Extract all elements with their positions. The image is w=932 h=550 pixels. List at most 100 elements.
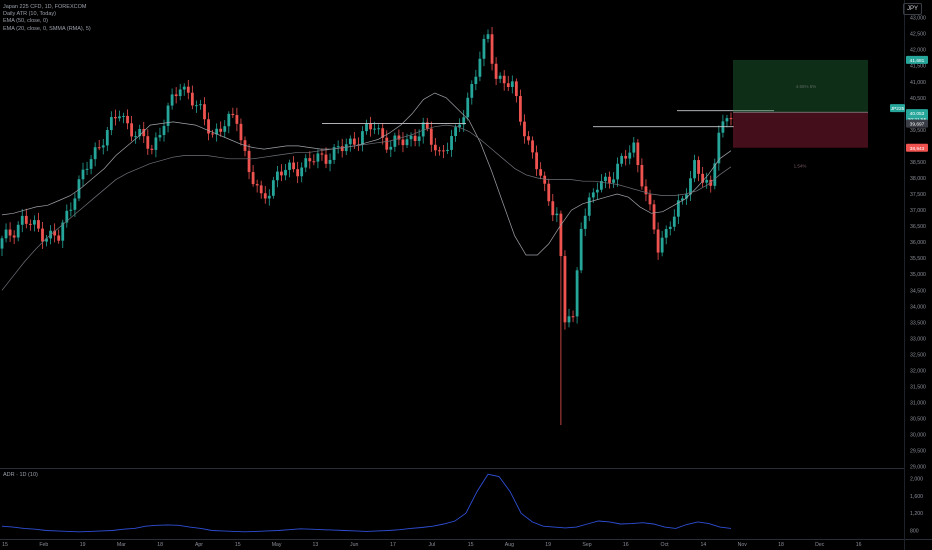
candle-body xyxy=(28,223,32,225)
time-tick-label: 15 xyxy=(235,542,241,548)
candle-body xyxy=(138,128,142,137)
legend-ema-20[interactable]: EMA (20, close, 0, SMMA (RMA), 5) xyxy=(3,25,91,32)
candle-body xyxy=(417,136,421,141)
candle-body xyxy=(498,75,502,79)
candle-body xyxy=(211,133,214,135)
time-tick-label: 18 xyxy=(157,542,163,548)
candle-body xyxy=(348,138,352,145)
price-tick-label: 36,000 xyxy=(910,240,926,246)
candle-body xyxy=(304,158,308,168)
candle-body xyxy=(215,128,219,135)
time-tick-label: 18 xyxy=(778,542,784,548)
candle-body xyxy=(640,165,644,187)
candle-body xyxy=(122,115,125,117)
target-zone xyxy=(733,59,868,113)
candle-body xyxy=(689,178,692,195)
candle-body xyxy=(583,215,587,229)
candle-body xyxy=(474,76,478,85)
chart-legend: Japan 225 CFD, 1D, FOREXCOM Daily ATR (1… xyxy=(3,4,91,33)
candle-body xyxy=(332,147,336,160)
candle-body xyxy=(563,256,567,323)
price-tick-label: 30,000 xyxy=(910,433,926,439)
candle-body xyxy=(644,186,648,195)
candle-body xyxy=(600,181,603,190)
price-tick-label: 43,000 xyxy=(910,16,926,22)
candle-body xyxy=(251,172,255,185)
candle-body xyxy=(288,162,291,170)
candle-body xyxy=(624,155,628,159)
candle-body xyxy=(373,128,376,130)
candle-body xyxy=(531,140,534,153)
candle-body xyxy=(65,210,69,223)
time-tick-label: Apr xyxy=(195,542,203,548)
candle-body xyxy=(280,171,283,176)
price-tick-label: 31,000 xyxy=(910,401,926,407)
candle-body xyxy=(227,113,231,127)
candle-body xyxy=(502,75,506,84)
time-tick-label: 15 xyxy=(468,542,474,548)
candle-body xyxy=(77,179,81,199)
candle-body xyxy=(616,163,619,180)
candle-body xyxy=(89,159,93,169)
candle-body xyxy=(652,204,656,230)
candle-body xyxy=(239,123,243,141)
time-tick-label: 16 xyxy=(623,542,629,548)
adr-tick-label: 1,600 xyxy=(910,494,923,500)
candle-body xyxy=(296,169,300,177)
candle-body xyxy=(57,235,61,241)
candle-body xyxy=(33,220,36,225)
price-tick-label: 42,500 xyxy=(910,32,926,38)
adr-line xyxy=(1,473,732,533)
candle-body xyxy=(438,150,441,152)
price-tag-bg xyxy=(890,104,905,113)
candle-body xyxy=(664,229,668,238)
candle-body xyxy=(450,136,453,150)
legend-ema-50[interactable]: EMA (50, close, 0) xyxy=(3,18,48,25)
price-tick-label: 33,000 xyxy=(910,336,926,342)
legend-symbol[interactable]: Japan 225 CFD, 1D, FOREXCOM xyxy=(3,4,87,10)
time-tick-label: Mar xyxy=(117,542,126,548)
candle-body xyxy=(203,104,206,120)
price-tag-label: JP225 xyxy=(891,106,905,112)
candle-body xyxy=(8,229,12,236)
candle-body xyxy=(231,113,235,116)
price-tick-label: 34,500 xyxy=(910,288,926,294)
candle-body xyxy=(69,209,73,211)
candle-body xyxy=(284,169,287,176)
candle-body xyxy=(519,96,522,122)
ema-fast-line xyxy=(1,92,732,256)
price-tick-label: 41,000 xyxy=(910,80,926,86)
price-tick-label: 35,500 xyxy=(910,256,926,262)
candle-body xyxy=(316,153,320,162)
candle-body xyxy=(385,137,389,150)
candle-body xyxy=(401,139,405,146)
candle-body xyxy=(235,115,239,124)
candle-body xyxy=(405,139,409,146)
price-tag-label: 40,053 xyxy=(910,111,925,117)
candle-body xyxy=(53,230,57,236)
price-tick-label: 29,500 xyxy=(910,449,926,455)
legend-atr[interactable]: Daily ATR (10, Today) xyxy=(3,11,56,18)
currency-button[interactable]: JPY xyxy=(903,3,922,15)
candle-body xyxy=(142,128,146,137)
candle-body xyxy=(442,150,445,152)
price-tick-label: 29,000 xyxy=(910,465,926,471)
candle-body xyxy=(12,235,16,238)
candle-body xyxy=(81,169,85,180)
candle-body xyxy=(263,193,267,199)
stop-label: 1.54% xyxy=(794,164,807,169)
candle-body xyxy=(130,123,133,137)
indicator-title[interactable]: ADR · 1D (10) xyxy=(3,472,38,478)
candle-body xyxy=(490,34,494,64)
candle-body xyxy=(717,132,721,164)
price-tag-label: 38,943 xyxy=(910,146,925,152)
candle-body xyxy=(182,86,186,90)
price-tag-label: 41,681 xyxy=(910,58,925,64)
time-tick-label: 14 xyxy=(701,542,707,548)
candle-body xyxy=(555,213,559,216)
candle-body xyxy=(608,176,611,183)
candle-body xyxy=(458,124,462,128)
candle-body xyxy=(543,175,547,184)
candle-body xyxy=(709,179,713,186)
